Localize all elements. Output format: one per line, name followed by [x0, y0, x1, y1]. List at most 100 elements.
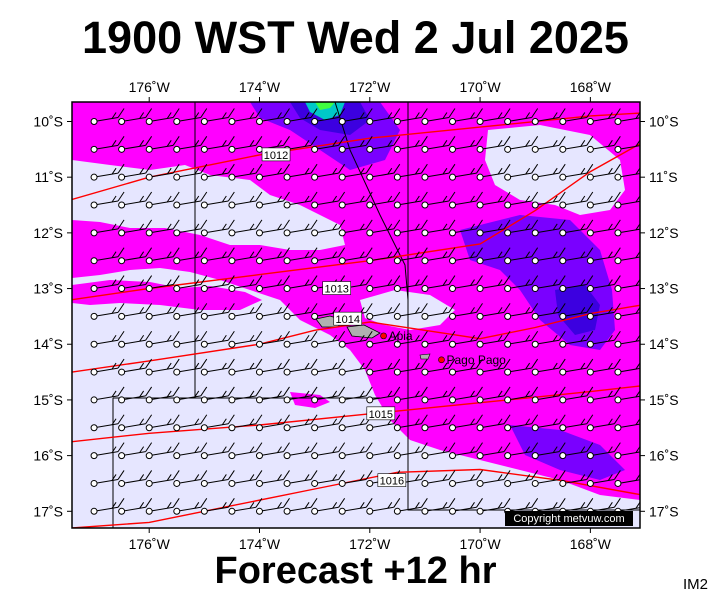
wind-barb [449, 191, 483, 209]
wind-barb [118, 470, 153, 487]
wind-barb [90, 470, 125, 487]
wind-barb [173, 414, 208, 432]
wind-barb [255, 191, 290, 209]
isobar-label: 1016 [377, 473, 407, 488]
wind-barb [504, 358, 539, 376]
wind-barb [338, 358, 373, 376]
wind-barb [255, 442, 290, 460]
wind-barb [586, 136, 621, 153]
isobar-1014 [72, 304, 640, 373]
wind-barb [145, 414, 180, 432]
wind-barb [228, 330, 263, 348]
wind-barb [338, 136, 373, 153]
wind-barb [255, 386, 290, 404]
wind-barb [283, 303, 318, 320]
wind-barb [173, 219, 208, 237]
wind-barb [338, 108, 373, 125]
wind-barb [421, 303, 456, 320]
wind-barb [559, 219, 594, 237]
wind-barb [449, 163, 483, 181]
wind-barb [476, 470, 511, 487]
wind-barb [173, 163, 208, 181]
wind-barb [559, 330, 594, 348]
wind-barb [118, 358, 153, 376]
lon-label-bottom: 176˚W [129, 536, 171, 552]
lat-label-left: 12˚S [33, 225, 63, 241]
lat-label-right: 16˚S [649, 448, 679, 464]
wind-barb [311, 247, 346, 265]
wind-barb [531, 247, 566, 265]
wind-barb [283, 330, 318, 348]
wind-barb [255, 275, 290, 293]
wind-barb [311, 498, 346, 515]
isobar-label-layer: 1012 1013 1014 1015 1016 [261, 147, 407, 488]
copyright-box: Copyright metvuw.com [505, 511, 633, 526]
wind-barb [393, 247, 428, 265]
wind-barb [476, 303, 511, 320]
wind-barb [145, 330, 180, 348]
wind-barb [283, 470, 318, 487]
wind-barb [559, 414, 594, 432]
wind-barb [228, 108, 263, 125]
place-label: Apia [389, 329, 413, 343]
wind-barb [366, 108, 401, 125]
wind-barb [366, 303, 401, 320]
wind-barb [283, 219, 318, 237]
wind-barb [586, 386, 621, 404]
wind-barb [173, 136, 208, 153]
wind-barb [393, 414, 428, 432]
wind-barb [173, 191, 208, 209]
wind-barb [173, 358, 208, 376]
wind-barb [173, 303, 208, 320]
wind-barb [586, 108, 621, 125]
isobar-label-text: 1016 [380, 476, 404, 488]
wind-barb [586, 414, 621, 432]
wind-barb [338, 191, 373, 209]
wind-barb [531, 358, 566, 376]
wind-barb [311, 358, 346, 376]
wind-barb [311, 330, 346, 348]
wind-barb [531, 442, 566, 460]
wind-barb [338, 247, 373, 265]
wind-barb [366, 358, 401, 376]
wind-barb [228, 247, 263, 265]
wind-barb [531, 136, 566, 153]
wind-barb [366, 498, 401, 515]
wind-barb [200, 108, 235, 125]
place-layer: Apia Pago Pago [380, 329, 506, 367]
wind-barb [283, 386, 318, 404]
wind-barb [200, 303, 235, 320]
wind-barb [393, 303, 428, 320]
wind-barb [338, 470, 373, 487]
wind-barb [118, 136, 153, 153]
wind-barb [476, 136, 511, 153]
wind-barb [476, 219, 511, 237]
wind-barb [118, 498, 153, 515]
wind-barb [90, 498, 125, 515]
wind-barb [118, 414, 153, 432]
wind-barb [173, 108, 208, 125]
wind-barb [311, 470, 346, 487]
lon-label-bottom: 172˚W [349, 536, 391, 552]
isobar-label-text: 1015 [369, 409, 393, 421]
wind-barb [90, 414, 125, 432]
wind-barb [366, 136, 401, 153]
wind-barb [118, 330, 153, 348]
wind-barb [531, 386, 566, 404]
wind-barb [311, 136, 346, 153]
wind-barb [255, 414, 290, 432]
image-id: IM2 [682, 576, 708, 593]
wind-barb [145, 191, 180, 209]
wind-barb [366, 275, 401, 293]
wind-barb [559, 358, 594, 376]
lon-label-bottom: 170˚W [459, 536, 501, 552]
isobar-label-text: 1013 [324, 284, 348, 296]
wind-barb [393, 442, 428, 460]
wind-barb [559, 136, 594, 153]
wind-barb [393, 136, 428, 153]
wind-barb [559, 470, 594, 487]
map-title: 1900 WST Wed 2 Jul 2025 [82, 12, 629, 63]
wind-barb [421, 163, 456, 181]
wind-barb [228, 219, 263, 237]
